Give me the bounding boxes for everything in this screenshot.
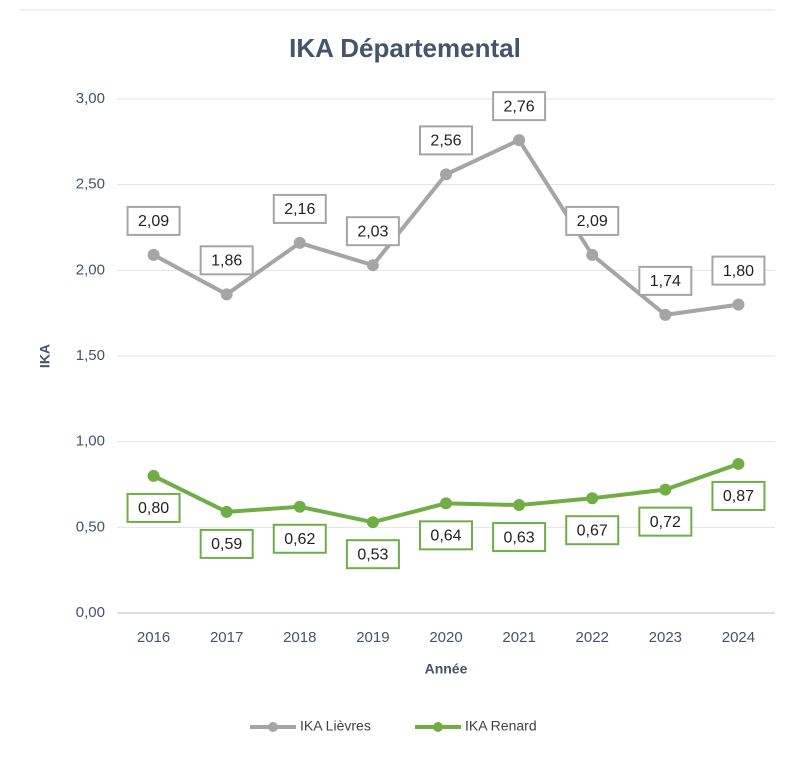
point bbox=[440, 497, 452, 510]
data-label-box bbox=[419, 520, 473, 551]
y-tick-label: 3,00 bbox=[76, 90, 105, 107]
legend-label: IKA Lièvres bbox=[300, 718, 371, 734]
point bbox=[293, 236, 306, 249]
point bbox=[440, 168, 452, 181]
y-tick-label: 1,00 bbox=[76, 433, 105, 450]
point bbox=[659, 483, 672, 496]
point bbox=[147, 248, 160, 261]
y-tick-label: 1,50 bbox=[76, 347, 105, 364]
point bbox=[732, 457, 745, 470]
data-label: 0,64 bbox=[430, 528, 461, 545]
chart-title: IKA Départemental bbox=[289, 33, 521, 63]
data-label-box bbox=[638, 265, 693, 296]
data-label: 0,62 bbox=[284, 531, 315, 548]
legend-label: IKA Renard bbox=[465, 718, 537, 734]
point bbox=[586, 248, 599, 261]
legend-marker bbox=[268, 722, 278, 732]
data-label-box bbox=[272, 523, 327, 554]
data-label-box bbox=[492, 522, 547, 553]
x-tick-label: 2021 bbox=[502, 629, 535, 646]
point bbox=[586, 492, 599, 505]
data-label: 2,56 bbox=[430, 133, 461, 150]
data-label: 0,80 bbox=[138, 500, 169, 517]
data-label: 0,87 bbox=[723, 488, 754, 505]
data-label: 2,09 bbox=[138, 213, 169, 230]
data-label: 0,59 bbox=[211, 536, 242, 553]
x-tick-label: 2016 bbox=[137, 629, 170, 646]
data-label: 2,76 bbox=[504, 98, 535, 115]
point bbox=[659, 308, 672, 321]
data-label-box bbox=[638, 506, 693, 537]
data-label-box bbox=[126, 205, 181, 236]
data-label: 0,63 bbox=[504, 529, 535, 546]
point bbox=[366, 259, 379, 272]
data-label: 2,03 bbox=[357, 223, 388, 240]
point bbox=[147, 469, 160, 482]
data-label-box bbox=[711, 480, 766, 511]
x-tick-label: 2018 bbox=[283, 629, 316, 646]
data-label: 1,86 bbox=[211, 253, 242, 270]
x-tick-label: 2017 bbox=[210, 629, 243, 646]
data-label: 2,09 bbox=[577, 213, 608, 230]
data-label-box bbox=[345, 539, 400, 570]
data-label: 0,53 bbox=[357, 546, 388, 563]
point bbox=[220, 505, 233, 518]
x-tick-label: 2019 bbox=[356, 629, 389, 646]
data-label: 1,80 bbox=[723, 263, 754, 280]
data-label: 1,74 bbox=[650, 273, 681, 290]
data-label-box bbox=[272, 193, 327, 224]
point bbox=[732, 298, 745, 311]
legend-marker bbox=[433, 722, 443, 732]
y-tick-label: 0,00 bbox=[76, 604, 105, 621]
data-label-box bbox=[419, 125, 473, 156]
data-label: 2,16 bbox=[284, 201, 315, 218]
y-tick-label: 2,00 bbox=[76, 261, 105, 278]
data-label: 0,72 bbox=[650, 514, 681, 531]
point bbox=[293, 500, 306, 513]
x-tick-label: 2022 bbox=[576, 629, 609, 646]
y-tick-label: 2,50 bbox=[76, 176, 105, 193]
x-tick-label: 2020 bbox=[429, 629, 462, 646]
data-label-box bbox=[492, 91, 547, 122]
y-tick-label: 0,50 bbox=[76, 518, 105, 535]
data-label-box bbox=[199, 245, 254, 276]
point bbox=[513, 134, 526, 147]
data-label-box bbox=[565, 205, 620, 236]
point bbox=[513, 499, 526, 512]
data-label-box bbox=[565, 515, 620, 546]
point bbox=[220, 288, 233, 301]
data-label-box bbox=[199, 528, 254, 559]
x-tick-label: 2024 bbox=[722, 629, 755, 646]
data-label: 0,67 bbox=[577, 522, 608, 539]
x-axis-label: Année bbox=[425, 661, 468, 677]
data-label-box bbox=[711, 255, 766, 286]
data-label-box bbox=[345, 216, 400, 247]
point bbox=[366, 516, 379, 529]
x-tick-label: 2023 bbox=[649, 629, 682, 646]
y-axis-label: IKA bbox=[37, 344, 53, 368]
data-label-box bbox=[126, 492, 181, 523]
